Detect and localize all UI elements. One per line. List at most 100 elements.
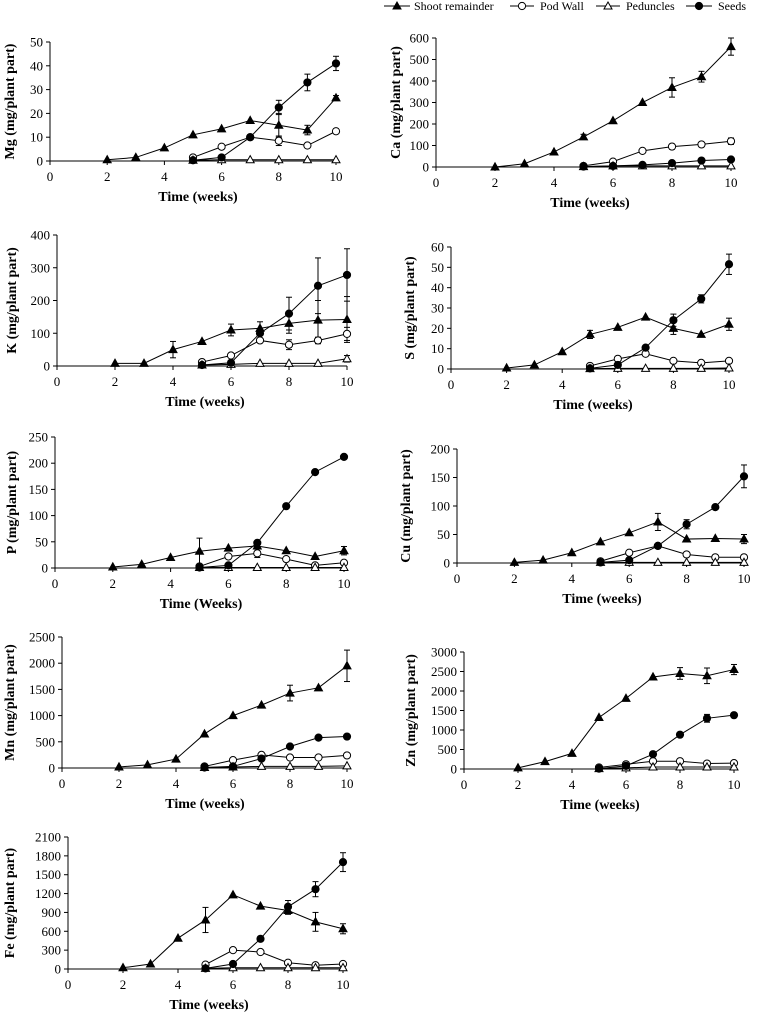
y-axis-title: Ca (mg/plant part)	[389, 46, 404, 159]
y-tick-label: 200	[29, 456, 49, 471]
legend-label-peduncles: Peduncles	[626, 0, 675, 13]
data-point-pod-wall	[225, 553, 232, 560]
data-point-seeds	[284, 903, 291, 910]
data-point-seeds	[670, 317, 677, 324]
x-tick-label: 10	[738, 571, 751, 586]
y-tick-label: 0	[423, 160, 430, 175]
y-axis-title: Mg (mg/plant part)	[3, 43, 18, 159]
y-tick-label: 0	[451, 762, 458, 777]
data-point-shoot-remainder	[160, 144, 168, 151]
y-tick-label: 50	[437, 527, 450, 542]
data-point-shoot-remainder	[558, 348, 566, 355]
x-tick-label: 2	[511, 571, 518, 586]
data-point-seeds	[275, 104, 282, 111]
data-point-seeds	[201, 764, 208, 771]
y-tick-label: 500	[438, 742, 458, 757]
data-point-peduncles	[683, 558, 691, 565]
data-point-seeds	[622, 762, 629, 769]
data-point-shoot-remainder	[727, 42, 735, 49]
data-point-pod-wall	[626, 549, 633, 556]
data-point-seeds	[712, 504, 719, 511]
series-line-shoot-remainder	[123, 895, 343, 968]
y-tick-label: 2000	[29, 656, 55, 671]
y-tick-label: 200	[410, 117, 430, 132]
data-point-pod-wall	[304, 142, 311, 149]
legend-marker-circle-filled	[695, 2, 702, 9]
y-tick-label: 400	[410, 74, 430, 89]
data-point-seeds	[258, 755, 265, 762]
series-peduncles	[189, 156, 340, 164]
data-point-seeds	[343, 271, 350, 278]
data-point-peduncles	[257, 964, 265, 971]
series-line-seeds	[193, 63, 336, 160]
data-point-pod-wall	[683, 551, 690, 558]
data-point-pod-wall	[698, 141, 705, 148]
x-tick-label: 6	[626, 571, 633, 586]
x-tick-label: 8	[287, 776, 294, 791]
y-tick-label: 3000	[431, 645, 457, 660]
y-tick-label: 0	[49, 761, 56, 776]
y-tick-label: 900	[42, 905, 62, 920]
x-tick-label: 0	[65, 977, 72, 992]
x-tick-label: 10	[341, 776, 354, 791]
data-point-seeds	[256, 330, 263, 337]
x-axis-title: Time (weeks)	[158, 190, 238, 205]
data-point-seeds	[740, 473, 747, 480]
y-tick-label: 2100	[35, 830, 61, 845]
x-tick-label: 10	[728, 777, 741, 792]
data-point-seeds	[286, 743, 293, 750]
y-tick-label: 1200	[35, 886, 61, 901]
y-tick-label: 500	[410, 52, 430, 67]
x-tick-label: 2	[110, 576, 117, 591]
data-point-seeds	[703, 715, 710, 722]
data-point-pod-wall	[343, 752, 350, 759]
data-point-seeds	[580, 163, 587, 170]
data-point-peduncles	[286, 762, 294, 769]
data-point-seeds	[229, 960, 236, 967]
y-tick-label: 20	[431, 321, 444, 336]
x-tick-label: 4	[170, 374, 177, 389]
data-point-seeds	[683, 521, 690, 528]
y-tick-label: 30	[431, 301, 444, 316]
x-tick-label: 0	[52, 576, 59, 591]
data-point-seeds	[285, 310, 292, 317]
data-point-seeds	[283, 503, 290, 510]
data-point-seeds	[304, 79, 311, 86]
x-tick-label: 0	[47, 169, 54, 184]
y-tick-label: 1500	[35, 867, 61, 882]
data-point-shoot-remainder	[257, 902, 265, 909]
series-peduncles	[597, 558, 749, 565]
series-line-seeds	[590, 264, 729, 368]
data-point-peduncles	[253, 563, 261, 570]
data-point-seeds	[698, 295, 705, 302]
y-tick-label: 100	[29, 508, 49, 523]
data-point-shoot-remainder	[725, 320, 733, 327]
x-tick-label: 2	[116, 776, 123, 791]
data-point-peduncles	[303, 156, 311, 163]
x-tick-label: 4	[551, 175, 558, 190]
series-pod-wall	[198, 327, 350, 365]
y-tick-label: 1500	[29, 682, 55, 697]
series-seeds	[189, 56, 339, 164]
series-pod-wall	[196, 549, 348, 570]
series-shoot-remainder	[491, 38, 735, 170]
legend-marker-circle-open	[518, 2, 525, 9]
data-point-shoot-remainder	[683, 535, 691, 542]
x-tick-label: 6	[230, 776, 237, 791]
y-tick-label: 2000	[431, 684, 457, 699]
data-point-pod-wall	[227, 352, 234, 359]
x-tick-label: 0	[454, 571, 461, 586]
y-tick-label: 600	[42, 924, 62, 939]
y-axis-title: Mn (mg/plant part)	[3, 644, 18, 761]
x-tick-label: 10	[337, 977, 350, 992]
data-point-shoot-remainder	[711, 534, 719, 541]
data-point-peduncles	[343, 762, 351, 769]
series-line-seeds	[200, 457, 345, 568]
data-point-seeds	[676, 731, 683, 738]
series-line-peduncles	[599, 767, 734, 769]
legend-item-seeds: Seeds	[686, 0, 746, 13]
